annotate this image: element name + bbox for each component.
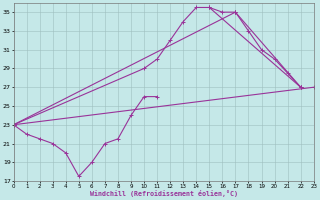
X-axis label: Windchill (Refroidissement éolien,°C): Windchill (Refroidissement éolien,°C) — [90, 190, 238, 197]
